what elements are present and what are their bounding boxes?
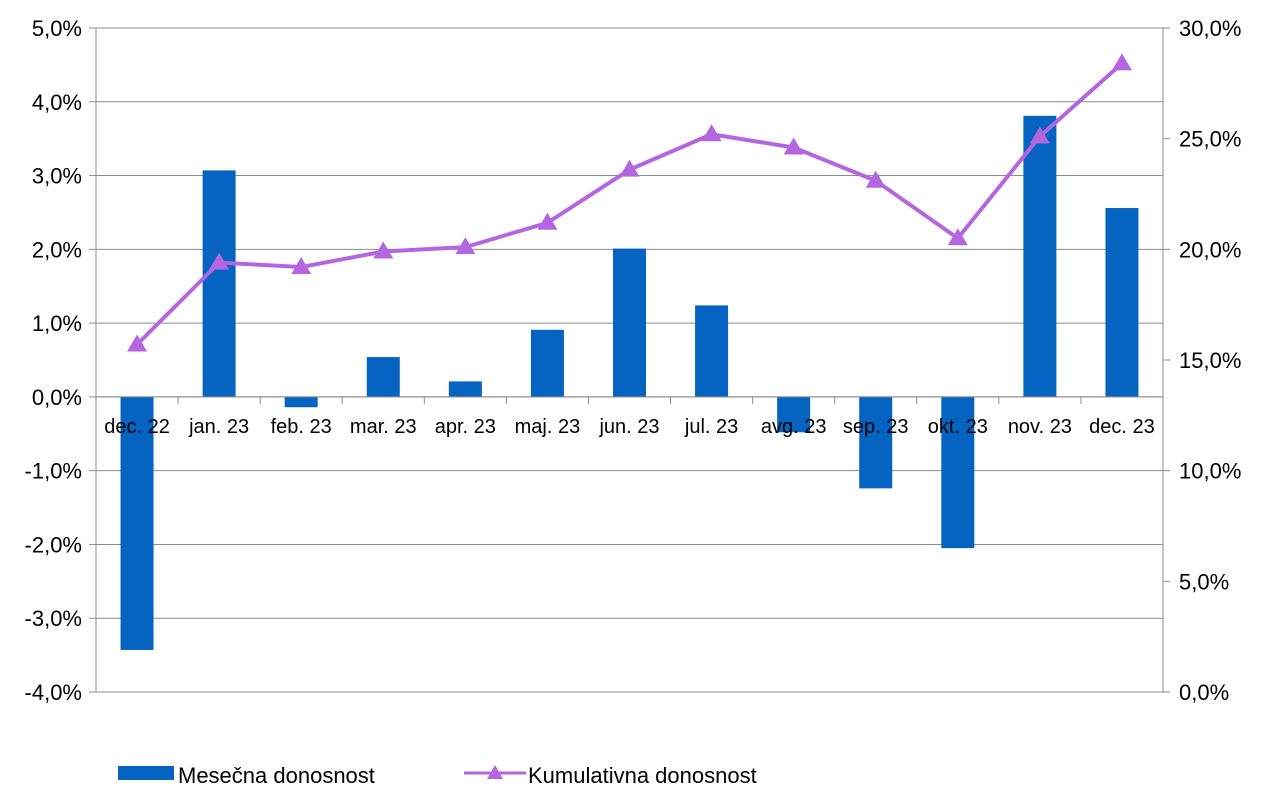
- legend: Mesečna donosnost Kumulativna donosnost: [118, 763, 757, 788]
- line-marker: [1029, 126, 1050, 144]
- right-tick-label: 10,0%: [1179, 459, 1241, 484]
- right-tick-label: 5,0%: [1179, 569, 1229, 594]
- left-tick-label: -3,0%: [25, 606, 82, 631]
- bar: [284, 396, 318, 408]
- bar: [448, 381, 482, 397]
- category-label: jun. 23: [598, 416, 659, 438]
- line-marker: [291, 257, 312, 275]
- bar: [777, 396, 811, 433]
- legend-bar-swatch: [118, 766, 174, 780]
- bar: [1023, 115, 1057, 397]
- left-tick-label: 2,0%: [32, 237, 82, 262]
- category-label: nov. 23: [1008, 416, 1072, 438]
- bar: [613, 248, 646, 397]
- x-axis: [95, 396, 1164, 404]
- bar: [120, 396, 154, 650]
- bar: [366, 357, 400, 397]
- legend-line-marker: [487, 765, 503, 779]
- bar: [530, 329, 564, 397]
- category-label: sep. 23: [843, 416, 909, 438]
- left-y-axis: -4,0% -3,0% -2,0% -1,0% 0,0% 1,0% 2,0% 3,0% 4,0%…: [25, 16, 97, 705]
- left-tick-label: -2,0%: [25, 532, 82, 557]
- left-tick-label: 5,0%: [32, 16, 82, 41]
- category-label: mar. 23: [350, 416, 417, 438]
- bar-series: [120, 115, 1139, 650]
- left-tick-label: -1,0%: [25, 459, 82, 484]
- category-label: maj. 23: [515, 416, 581, 438]
- line-marker: [209, 252, 230, 270]
- line-marker: [127, 334, 148, 352]
- left-tick-label: 4,0%: [32, 90, 82, 115]
- bar: [202, 170, 236, 397]
- category-label: jul. 23: [684, 416, 738, 438]
- bar: [1105, 208, 1139, 397]
- line-marker: [373, 241, 394, 259]
- category-labels: dec. 22 jan. 23 feb. 23 mar. 23 apr. 23 maj. …: [104, 416, 1155, 438]
- category-label: apr. 23: [435, 416, 496, 438]
- legend-line-label: Kumulativna donosnost: [528, 763, 757, 785]
- right-tick-label: 25,0%: [1179, 127, 1241, 152]
- category-label: dec. 22: [104, 416, 170, 438]
- line-marker: [537, 212, 558, 230]
- right-tick-label: 0,0%: [1179, 680, 1229, 705]
- line-marker: [947, 228, 968, 246]
- right-tick-label: 20,0%: [1179, 237, 1241, 262]
- category-label: dec. 23: [1089, 416, 1155, 438]
- bar: [941, 396, 975, 549]
- line-marker: [619, 159, 640, 177]
- bar: [859, 396, 893, 489]
- left-tick-label: -4,0%: [25, 680, 82, 705]
- line-marker: [783, 137, 804, 155]
- category-label: avg. 23: [761, 416, 827, 438]
- left-tick-label: 0,0%: [32, 385, 82, 410]
- right-y-axis: 0,0% 5,0% 10,0% 15,0% 20,0% 25,0% 30,0%: [1162, 16, 1241, 705]
- line-marker: [701, 124, 722, 142]
- left-tick-label: 3,0%: [32, 164, 82, 189]
- left-tick-label: 1,0%: [32, 311, 82, 336]
- category-label: feb. 23: [271, 416, 332, 438]
- category-label: okt. 23: [928, 416, 988, 438]
- right-tick-label: 30,0%: [1179, 16, 1241, 41]
- line-series: [127, 53, 1132, 352]
- legend-bar-label: Mesečna donosnost: [178, 763, 375, 785]
- line-marker: [865, 170, 886, 188]
- line-marker: [1111, 53, 1132, 71]
- line-marker: [455, 237, 476, 255]
- right-tick-label: 15,0%: [1179, 348, 1241, 373]
- category-label: jan. 23: [188, 416, 249, 438]
- bar: [695, 305, 729, 397]
